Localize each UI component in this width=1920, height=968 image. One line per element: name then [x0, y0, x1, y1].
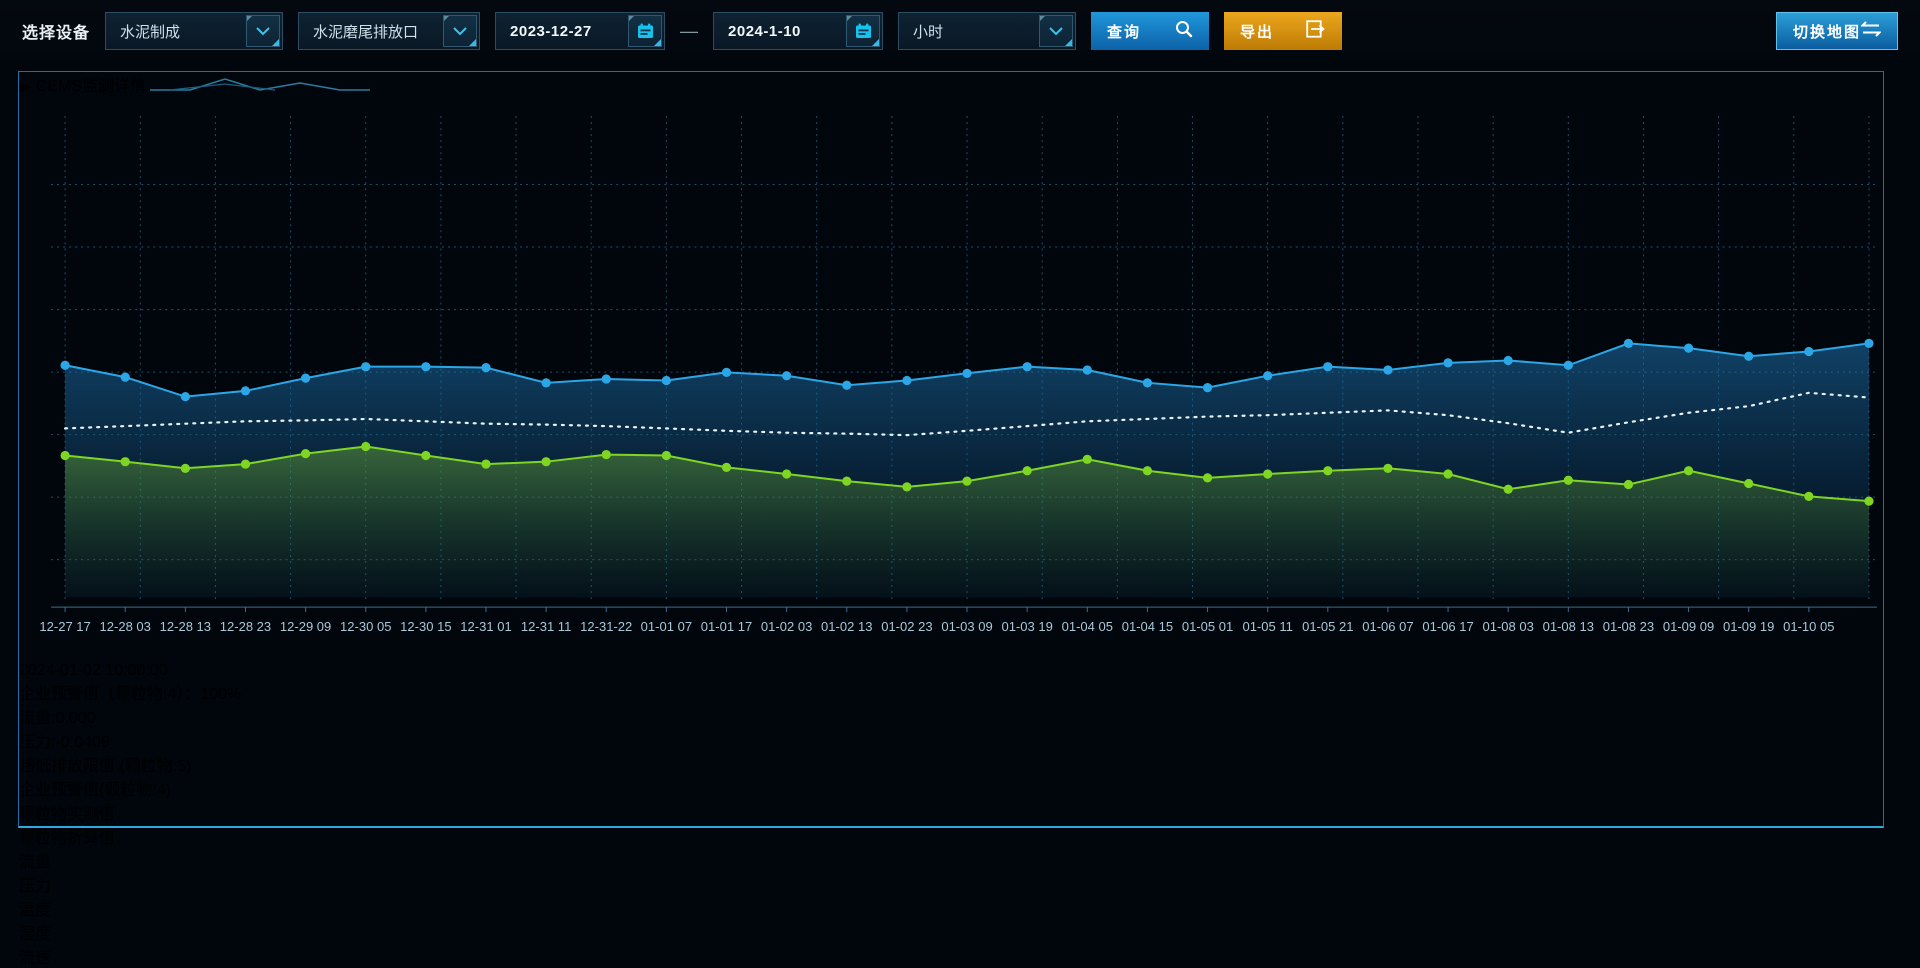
- legend-label: 颗粒物实测值: [19, 806, 116, 824]
- cems-detail-panel: ▶ CEMS监测详情 12-27 17 12-28 03 12-28 13 12-28…: [18, 71, 1884, 967]
- legend-label: 湿度: [19, 926, 52, 944]
- x-axis-label: 01-05 01: [1182, 619, 1233, 634]
- x-axis-label: 01-08 23: [1603, 619, 1654, 634]
- tooltip-series-label: 流量:: [19, 710, 56, 728]
- x-axis-label: 01-09 19: [1723, 619, 1774, 634]
- x-axis-label: 01-04 15: [1122, 619, 1173, 634]
- x-axis: 12-27 17 12-28 03 12-28 13 12-28 23 12-29 09…: [39, 606, 1877, 634]
- legend-item[interactable]: 颗粒物折算值: [19, 824, 1883, 848]
- tooltip-series-value: 100%: [200, 686, 242, 704]
- legend-label: 温度: [19, 902, 52, 920]
- calendar-icon[interactable]: [628, 15, 663, 47]
- panel-header: ▶ CEMS监测详情: [19, 72, 1883, 96]
- x-axis-label: 01-03 19: [1001, 619, 1052, 634]
- start-date-value: 2023-12-27: [510, 22, 592, 40]
- interval-select[interactable]: 小时: [898, 12, 1077, 50]
- legend-item[interactable]: 温度: [19, 896, 1883, 920]
- outlet-select[interactable]: 水泥磨尾排放口: [298, 12, 481, 50]
- markers-流量[interactable]: [60, 338, 1874, 402]
- device-category-value: 水泥制成: [120, 23, 181, 41]
- tooltip-series-value: -0.0409: [55, 734, 110, 752]
- x-axis-label: 01-06 17: [1422, 619, 1473, 634]
- chart-region: 12-27 17 12-28 03 12-28 13 12-28 23 12-29 09…: [19, 96, 1883, 968]
- x-axis-label: 12-30 05: [340, 619, 391, 634]
- legend-label: 超低排放限值 (颗粒物:5): [19, 758, 192, 776]
- cems-line-chart[interactable]: 12-27 17 12-28 03 12-28 13 12-28 23 12-29 09…: [19, 96, 1883, 657]
- chart-tooltip: 2024-01-02 10:00:00 企业预警值（颗粒物:4）：100% 流量:…: [19, 662, 1883, 752]
- calendar-icon[interactable]: [846, 15, 881, 47]
- date-range-separator: —: [680, 20, 699, 41]
- tooltip-timestamp: 2024-01-02 10:00:00: [19, 662, 168, 680]
- chevron-down-icon[interactable]: [1039, 15, 1074, 47]
- legend-item[interactable]: 湿度: [19, 920, 1883, 944]
- chevron-down-icon[interactable]: [246, 15, 281, 47]
- x-axis-label: 01-08 03: [1482, 619, 1533, 634]
- x-axis-label: 01-06 07: [1362, 619, 1413, 634]
- x-axis-label: 01-04 05: [1062, 619, 1113, 634]
- query-button[interactable]: 查询: [1091, 12, 1210, 50]
- outlet-value: 水泥磨尾排放口: [313, 23, 419, 41]
- legend-label: 流速: [19, 950, 52, 968]
- search-icon: [1175, 20, 1193, 42]
- export-arrow-icon: [1306, 20, 1326, 42]
- toolbar: 选择设备 水泥制成 水泥磨尾排放口 2023-12-27 — 2024-1-10: [0, 0, 1920, 62]
- markers-压力[interactable]: [60, 441, 1874, 506]
- x-axis-label: 12-31-22: [580, 619, 632, 634]
- export-button[interactable]: 导出: [1224, 12, 1343, 50]
- play-icon: ▶: [19, 78, 32, 95]
- query-button-label: 查询: [1107, 23, 1142, 41]
- x-axis-label: 01-02 13: [821, 619, 872, 634]
- x-axis-label: 01-01 07: [641, 619, 692, 634]
- x-axis-label: 01-01 17: [701, 619, 752, 634]
- legend-label: 企业预警值(颗粒物:4): [19, 782, 172, 800]
- x-axis-label: 12-28 03: [100, 619, 151, 634]
- end-date-input[interactable]: 2024-1-10: [713, 12, 884, 50]
- tooltip-row: 企业预警值（颗粒物:4）：100%: [19, 680, 1883, 704]
- x-axis-label: 01-10 05: [1783, 619, 1834, 634]
- end-date-value: 2024-1-10: [728, 22, 801, 40]
- device-select-label: 选择设备: [22, 25, 91, 42]
- swap-arrows-icon: [1860, 21, 1882, 41]
- legend-label: 压力: [19, 878, 52, 896]
- switch-map-label: 切换地图: [1793, 23, 1862, 41]
- legend-item[interactable]: 流速: [19, 944, 1883, 968]
- x-axis-label: 01-02 03: [761, 619, 812, 634]
- x-axis-label: 12-30 15: [400, 619, 451, 634]
- x-axis-label: 12-28 23: [220, 619, 271, 634]
- x-axis-label: 12-29 09: [280, 619, 331, 634]
- panel-title: CEMS监测详情: [35, 78, 146, 95]
- legend-item[interactable]: 超低排放限值 (颗粒物:5): [19, 752, 1883, 776]
- export-button-label: 导出: [1240, 23, 1275, 41]
- header-zigzag-decoration: [150, 78, 371, 91]
- x-axis-label: 12-27 17: [39, 619, 90, 634]
- interval-value: 小时: [913, 23, 944, 41]
- x-axis-label: 12-31 01: [460, 619, 511, 634]
- start-date-input[interactable]: 2023-12-27: [495, 12, 666, 50]
- tooltip-series-value: 0.000: [55, 710, 96, 728]
- device-category-select[interactable]: 水泥制成: [105, 12, 284, 50]
- switch-map-button[interactable]: 切换地图: [1776, 12, 1898, 50]
- x-axis-label: 01-05 11: [1242, 619, 1292, 634]
- x-axis-label: 01-05 21: [1302, 619, 1353, 634]
- area-压力: [65, 446, 1869, 598]
- x-axis-label: 01-09 09: [1663, 619, 1714, 634]
- x-axis-label: 01-02 23: [881, 619, 932, 634]
- x-axis-label: 12-28 13: [160, 619, 211, 634]
- chart-legend: 超低排放限值 (颗粒物:5) 企业预警值(颗粒物:4) 颗粒物实测值 颗粒物折算值 流量…: [19, 752, 1883, 968]
- legend-item[interactable]: 企业预警值(颗粒物:4): [19, 776, 1883, 800]
- x-axis-label: 01-03 09: [941, 619, 992, 634]
- chevron-down-icon[interactable]: [443, 15, 478, 47]
- legend-item[interactable]: 压力: [19, 872, 1883, 896]
- x-axis-label: 01-08 13: [1543, 619, 1594, 634]
- legend-label: 颗粒物折算值: [19, 830, 116, 848]
- legend-item[interactable]: 流量: [19, 848, 1883, 872]
- x-axis-label: 12-31 11: [521, 619, 571, 634]
- tooltip-series-label: 企业预警值（颗粒物:4）：: [19, 686, 201, 704]
- legend-label: 流量: [19, 854, 52, 872]
- tooltip-row: 流量:0.000: [19, 704, 1883, 728]
- legend-item[interactable]: 颗粒物实测值: [19, 800, 1883, 824]
- tooltip-series-label: 压力:: [19, 734, 56, 752]
- tooltip-row: 压力:-0.0409: [19, 728, 1883, 752]
